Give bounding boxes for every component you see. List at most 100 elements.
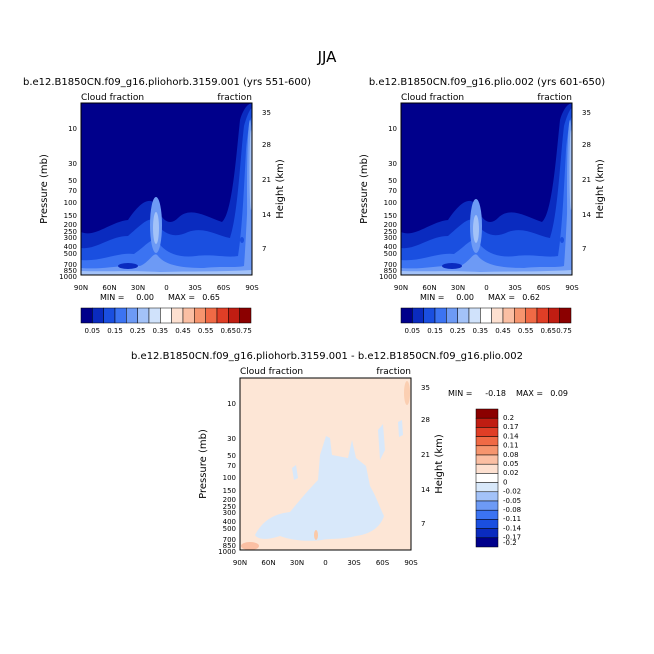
colorbar-label: 0.35: [153, 327, 169, 335]
panel-a-y2-tick-labels: 35 28 21 14 7: [262, 109, 271, 253]
y-tick-label: 300: [223, 509, 236, 517]
colorbar-swatch: [475, 491, 499, 502]
colorbar-swatch: [239, 307, 252, 324]
y-tick-label: 300: [384, 234, 397, 242]
panel-c-y-axis-label: Pressure (mb): [198, 429, 209, 499]
x-tick-label: 60S: [217, 284, 231, 292]
panel-a-min-value: 0.00: [136, 293, 154, 302]
colorbar-label: 0.02: [503, 469, 519, 477]
y-tick-label: 300: [64, 234, 77, 242]
colorbar-swatch: [475, 473, 499, 483]
x-tick-label: 60N: [102, 284, 116, 292]
colorbar-label: 0.08: [503, 451, 519, 459]
panel-c-max-value: 0.09: [550, 389, 568, 398]
y-tick-label: 50: [68, 177, 77, 185]
x-tick-label: 90N: [74, 284, 88, 292]
colorbar-swatch: [475, 436, 499, 447]
panel-b-max-value: 0.62: [522, 293, 540, 302]
x-tick-label: 0: [323, 559, 327, 567]
panel-b-colorbar: [400, 307, 572, 324]
colorbar-label: 0.25: [450, 327, 466, 335]
y2-tick-label: 35: [421, 384, 430, 392]
panel-b-y2-axis-label: Height (km): [595, 159, 606, 219]
colorbar-label: 0.17: [503, 423, 519, 431]
colorbar-swatch: [446, 307, 458, 324]
y-tick-label: 850: [223, 542, 236, 550]
y2-tick-label: 14: [421, 486, 430, 494]
colorbar-swatch: [475, 417, 499, 428]
y-tick-label: 400: [64, 243, 77, 251]
colorbar-label: 0.55: [518, 327, 534, 335]
y-tick-label: 30: [388, 160, 397, 168]
colorbar-label: 0.75: [556, 327, 572, 335]
x-tick-label: 0: [484, 284, 488, 292]
colorbar-swatch: [216, 307, 229, 324]
x-tick-label: 30N: [131, 284, 145, 292]
panel-c-left-label: Cloud fraction: [240, 367, 303, 377]
y-tick-label: 10: [68, 125, 77, 133]
panel-c: b.e12.B1850CN.f09_g16.pliohorb.3159.001 …: [131, 351, 568, 567]
panel-b: b.e12.B1850CN.f09_g16.plio.002 (yrs 601-…: [359, 77, 606, 335]
y-tick-label: 100: [384, 199, 397, 207]
panel-a: b.e12.B1850CN.f09_g16.pliohorb.3159.001 …: [23, 77, 311, 335]
panel-c-y2-axis-label: Height (km): [434, 434, 445, 494]
y-tick-label: 850: [64, 267, 77, 275]
colorbar-label: 0.2: [503, 414, 514, 422]
y-tick-label: 400: [223, 518, 236, 526]
colorbar-swatch: [536, 307, 549, 324]
panel-b-title: b.e12.B1850CN.f09_g16.plio.002 (yrs 601-…: [369, 77, 605, 88]
y2-tick-label: 21: [421, 451, 430, 459]
page-title: JJA: [317, 48, 338, 66]
panel-c-frame: [239, 377, 412, 551]
panel-a-y-axis-label: Pressure (mb): [39, 154, 50, 224]
x-tick-label: 30S: [508, 284, 522, 292]
y-tick-label: 200: [223, 496, 236, 504]
panel-c-colorbar-labels: 0.2 0.17 0.14 0.11 0.08 0.05 0.02 0 -0.0…: [503, 414, 522, 547]
colorbar-label: 0.15: [107, 327, 123, 335]
panel-a-y-tick-labels: 10 30 50 70 100 150 200 250 300 400 500 …: [59, 125, 77, 281]
x-tick-label: 60N: [422, 284, 436, 292]
colorbar-label: 0.75: [236, 327, 252, 335]
y2-tick-label: 7: [421, 520, 425, 528]
panel-b-frame: [400, 102, 573, 276]
x-tick-label: 30S: [188, 284, 202, 292]
colorbar-label: 0.65: [221, 327, 237, 335]
x-tick-label: 60N: [261, 559, 275, 567]
colorbar-swatch: [475, 454, 499, 465]
colorbar-swatch: [457, 307, 470, 324]
panel-b-y-tick-labels: 10 30 50 70 100 150 200 250 300 400 500 …: [379, 125, 397, 281]
colorbar-swatch: [194, 307, 206, 324]
x-tick-label: 60S: [537, 284, 551, 292]
colorbar-swatch: [491, 307, 504, 324]
colorbar-swatch: [412, 307, 424, 324]
y-tick-label: 700: [223, 536, 236, 544]
y2-tick-label: 7: [582, 245, 586, 253]
x-tick-label: 30N: [451, 284, 465, 292]
panel-a-min-label: MIN =: [100, 293, 125, 302]
colorbar-swatch: [92, 307, 104, 324]
x-tick-label: 30S: [347, 559, 361, 567]
y-tick-label: 30: [227, 435, 236, 443]
panel-b-min-value: 0.00: [456, 293, 474, 302]
panel-b-y-axis-label: Pressure (mb): [359, 154, 370, 224]
panel-b-min-label: MIN =: [420, 293, 445, 302]
y-tick-label: 400: [384, 243, 397, 251]
colorbar-label: -0.05: [503, 497, 521, 505]
panel-a-y2-axis-label: Height (km): [275, 159, 286, 219]
colorbar-swatch: [525, 307, 538, 324]
panel-c-x-tick-labels: 90N 60N 30N 0 30S 60S 90S: [233, 559, 418, 567]
y-tick-label: 10: [388, 125, 397, 133]
colorbar-swatch: [502, 307, 515, 324]
colorbar-label: -0.14: [503, 524, 522, 532]
colorbar-swatch: [475, 528, 499, 539]
colorbar-swatch: [423, 307, 436, 324]
y-tick-label: 50: [388, 177, 397, 185]
panel-b-y2-tick-labels: 35 28 21 14 7: [582, 109, 591, 253]
y-tick-label: 250: [384, 228, 397, 236]
y-tick-label: 850: [384, 267, 397, 275]
colorbar-swatch: [114, 307, 127, 324]
colorbar-swatch: [475, 408, 499, 419]
colorbar-swatch: [137, 307, 150, 324]
y-tick-label: 70: [227, 462, 236, 470]
